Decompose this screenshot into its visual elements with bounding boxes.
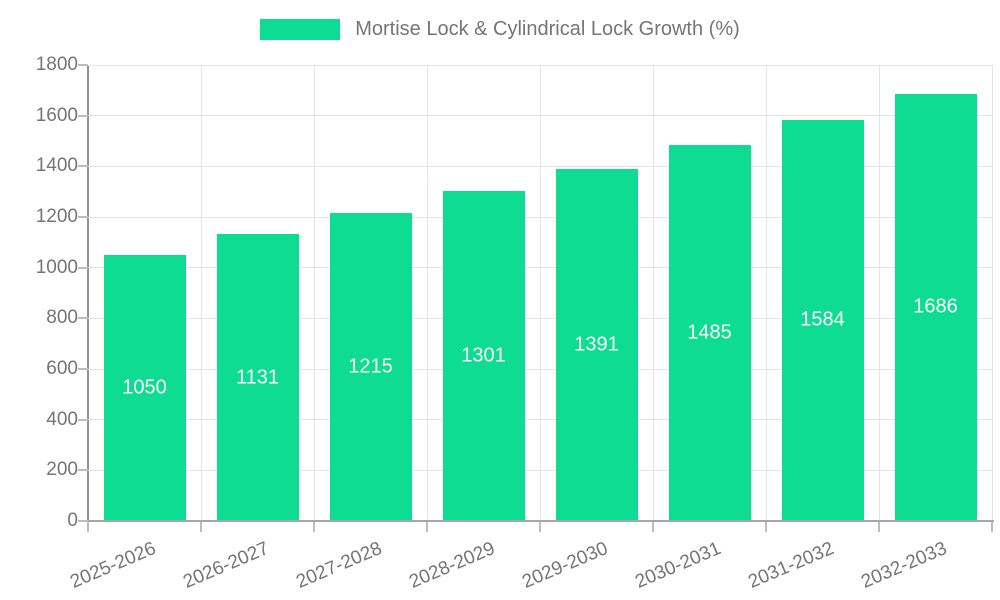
y-axis-tick — [78, 418, 88, 421]
gridline-vertical — [313, 65, 315, 521]
bar-value-label: 1391 — [574, 333, 619, 356]
y-axis-tick — [78, 368, 88, 370]
bar[interactable]: 1391 — [555, 168, 638, 521]
gridline-vertical — [200, 65, 202, 521]
bar[interactable]: 1301 — [442, 191, 525, 521]
y-tick-label: 600 — [46, 358, 78, 379]
x-tick-label: 2032-2033 — [857, 538, 950, 593]
bar-value-label: 1131 — [235, 366, 279, 389]
x-tick-label: 2031-2032 — [744, 538, 837, 593]
x-tick-label: 2030-2031 — [631, 538, 724, 593]
bar-value-label: 1686 — [913, 295, 958, 318]
x-tick-label: 2029-2030 — [518, 538, 611, 593]
y-tick-label: 1000 — [35, 256, 78, 278]
y-tick-label: 1400 — [35, 155, 78, 177]
y-axis-tick — [78, 266, 88, 269]
bar[interactable]: 1131 — [216, 234, 299, 521]
gridline-vertical — [652, 65, 654, 521]
y-axis-tick — [78, 216, 88, 218]
legend-label: Mortise Lock & Cylindrical Lock Growth (… — [355, 18, 740, 40]
y-tick-label: 1600 — [35, 104, 78, 126]
y-axis-tick — [78, 317, 88, 320]
x-axis-tick — [200, 522, 202, 532]
gridline-vertical — [539, 65, 541, 521]
bar-value-label: 1584 — [800, 308, 845, 331]
bar-value-label: 1301 — [461, 344, 506, 367]
bar[interactable]: 1485 — [668, 144, 751, 521]
plot-area: 1050 1131 1215 1301 1391 1485 1584 1686 — [88, 64, 993, 521]
x-tick-label: 2026-2027 — [179, 538, 272, 593]
y-tick-label: 800 — [46, 307, 78, 329]
gridline-vertical — [878, 65, 880, 521]
y-axis-tick — [78, 520, 88, 522]
y-tick-label: 0 — [67, 510, 78, 531]
y-axis-tick — [78, 165, 88, 168]
y-axis-tick — [78, 64, 88, 66]
chart-legend[interactable]: Mortise Lock & Cylindrical Lock Growth (… — [0, 18, 1000, 41]
x-axis-tick — [652, 522, 654, 532]
bar[interactable]: 1584 — [781, 119, 864, 521]
gridline-vertical — [765, 65, 767, 521]
x-axis-tick — [539, 522, 541, 532]
bar-value-label: 1050 — [122, 376, 167, 399]
x-axis-tick — [765, 522, 767, 532]
y-tick-label: 200 — [46, 459, 78, 481]
y-axis-tick — [78, 114, 88, 117]
x-axis-tick — [313, 522, 315, 532]
bar[interactable]: 1050 — [103, 255, 186, 521]
y-axis-line — [87, 65, 89, 522]
gridline-vertical — [426, 65, 428, 521]
x-axis-line — [88, 520, 994, 522]
x-tick-label: 2025-2026 — [66, 538, 159, 593]
x-axis-tick — [87, 522, 89, 532]
y-tick-label: 1800 — [35, 54, 78, 75]
bar-value-label: 1485 — [687, 321, 732, 344]
x-tick-label: 2027-2028 — [292, 538, 385, 593]
y-tick-label: 400 — [46, 408, 78, 430]
x-axis-tick — [426, 522, 428, 532]
y-tick-label: 1200 — [35, 206, 78, 227]
legend-swatch-icon — [260, 19, 341, 40]
y-axis-tick — [78, 469, 88, 472]
bar[interactable]: 1215 — [329, 213, 412, 521]
bar-value-label: 1215 — [348, 355, 393, 378]
bar[interactable]: 1686 — [894, 93, 977, 521]
x-axis-tick — [878, 522, 880, 532]
gridline-vertical — [991, 65, 993, 521]
x-axis-tick — [991, 522, 993, 532]
x-tick-label: 2028-2029 — [405, 538, 498, 593]
